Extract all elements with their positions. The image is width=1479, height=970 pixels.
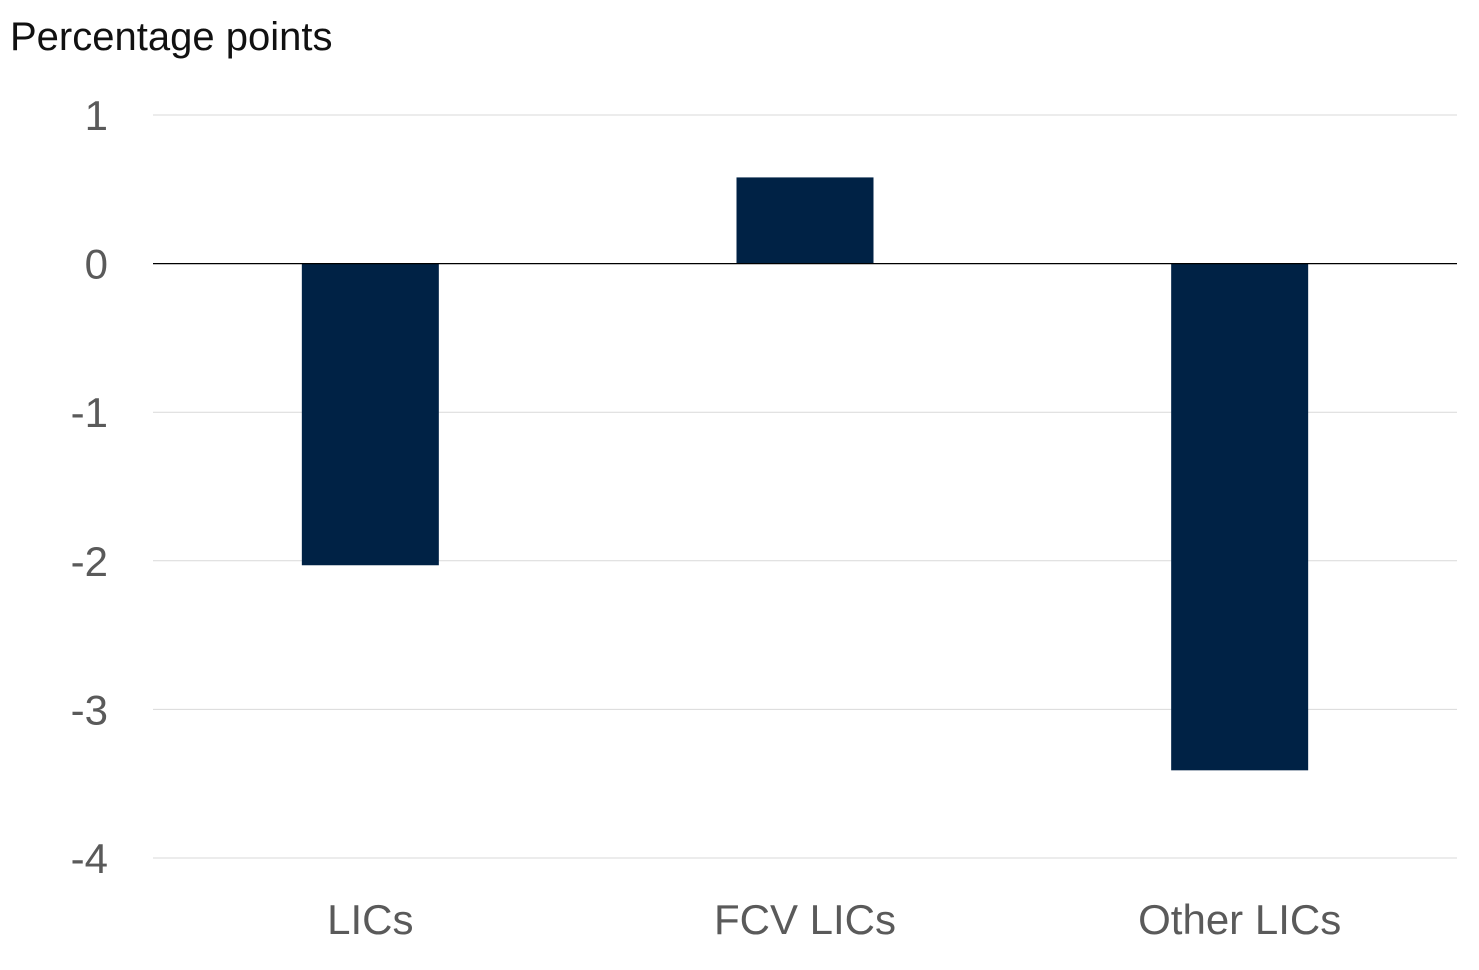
y-tick-label: -2 — [71, 538, 108, 585]
y-axis-ticks: 1 0 -1 -2 -3 -4 — [71, 92, 108, 882]
bars — [301, 177, 1309, 771]
x-category-label: Other LICs — [1138, 896, 1341, 943]
y-axis-label: Percentage points — [10, 15, 332, 59]
x-axis-categories: LICs FCV LICs Other LICs — [327, 896, 1341, 943]
y-tick-label: 0 — [85, 241, 108, 288]
bar-other-lics — [1171, 263, 1309, 771]
y-tick-label: -3 — [71, 686, 108, 733]
x-category-label: FCV LICs — [714, 896, 896, 943]
y-tick-label: -4 — [71, 835, 108, 882]
y-tick-label: -1 — [71, 389, 108, 436]
x-category-label: LICs — [327, 896, 413, 943]
bar-fcv-lics — [736, 177, 874, 264]
bar-lics — [301, 263, 439, 566]
y-tick-label: 1 — [85, 92, 108, 139]
